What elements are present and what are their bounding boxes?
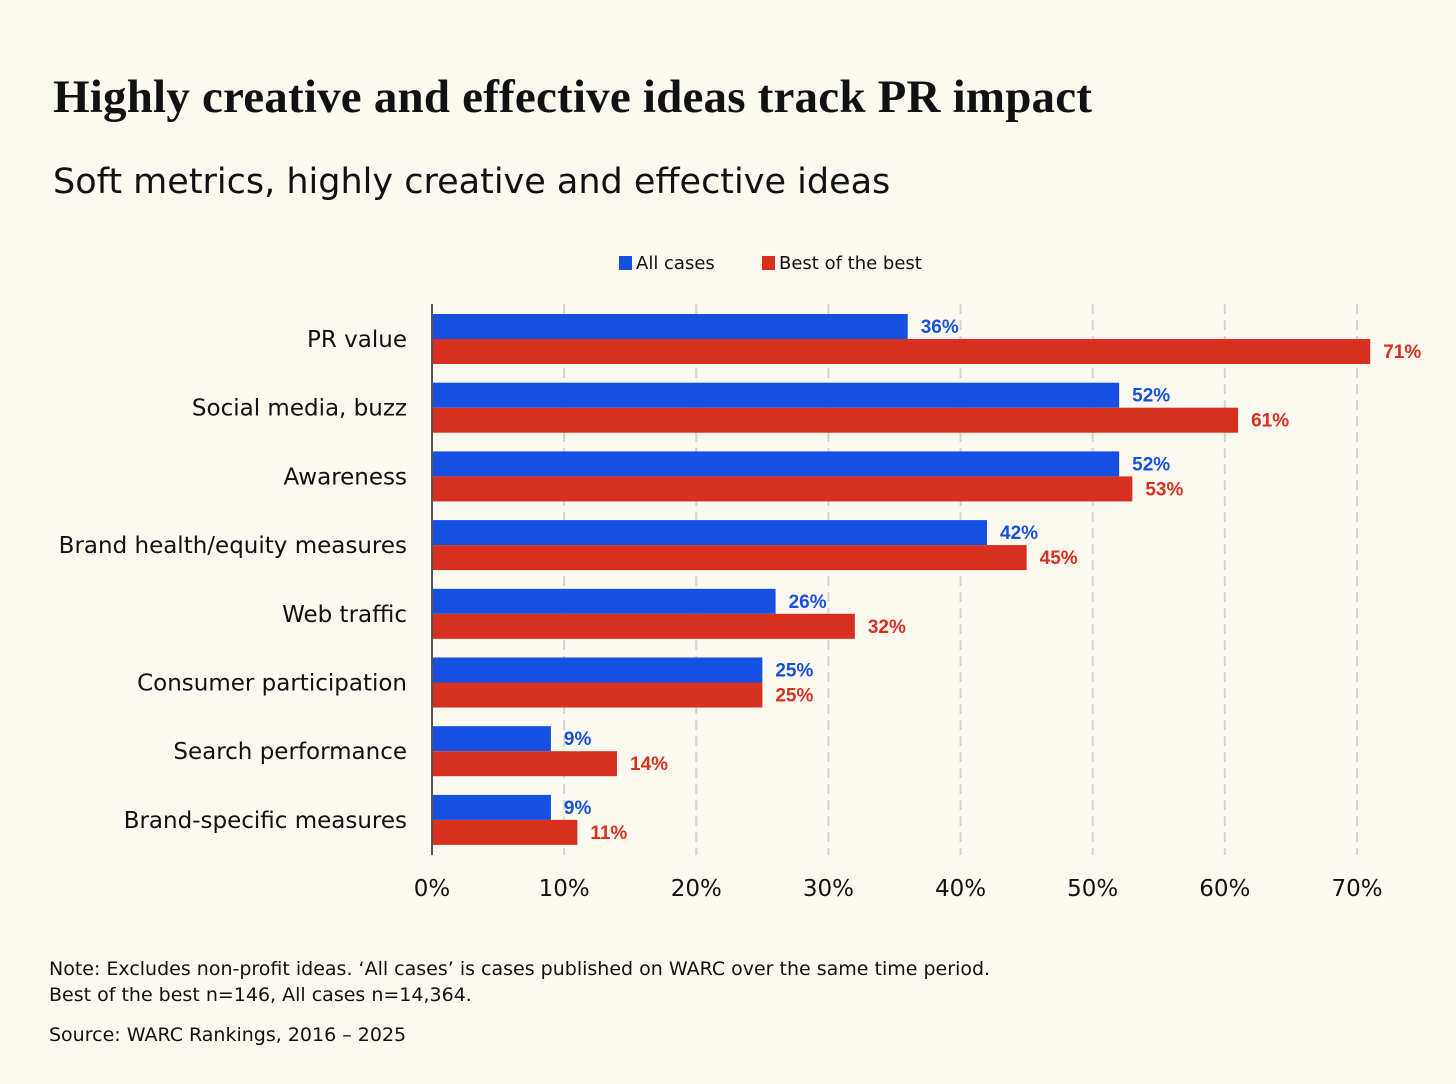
bar-best (432, 751, 617, 777)
x-tick-label: 30% (803, 876, 854, 902)
chart-title: Highly creative and effective ideas trac… (53, 71, 1093, 123)
data-label: 9% (564, 729, 592, 750)
category-label: Awareness (283, 464, 407, 490)
data-label: 53% (1145, 479, 1183, 500)
data-label: 32% (868, 617, 906, 638)
category-label: Brand health/equity measures (59, 533, 407, 559)
bar-best (432, 476, 1133, 502)
category-label: Search performance (173, 739, 407, 765)
note-line-1: Note: Excludes non-profit ideas. ‘All ca… (49, 958, 991, 980)
category-label: Social media, buzz (192, 396, 407, 422)
bar-all-cases (432, 520, 987, 546)
data-label: 11% (590, 823, 627, 844)
data-label: 52% (1132, 454, 1170, 475)
data-label: 14% (630, 754, 668, 775)
data-label: 71% (1383, 342, 1421, 363)
data-label: 25% (775, 661, 813, 682)
data-label: 26% (789, 592, 827, 613)
category-label: Web traffic (282, 602, 407, 628)
data-label: 9% (564, 798, 592, 819)
x-tick-label: 20% (671, 876, 722, 902)
category-label: Brand-specific measures (124, 808, 407, 834)
legend-label: Best of the best (779, 253, 922, 274)
source-note: Source: WARC Rankings, 2016 – 2025 (49, 1024, 407, 1046)
x-tick-label: 70% (1331, 876, 1382, 902)
note-line-2: Best of the best n=146, All cases n=14,3… (49, 984, 472, 1006)
bar-best (432, 545, 1027, 571)
chart-subtitle: Soft metrics, highly creative and effect… (53, 162, 891, 202)
legend-label: All cases (636, 253, 715, 274)
data-label: 36% (921, 317, 959, 338)
category-label: PR value (307, 327, 407, 353)
bar-all-cases (432, 657, 763, 683)
bar-all-cases (432, 382, 1120, 408)
x-tick-label: 60% (1199, 876, 1250, 902)
data-label: 52% (1132, 386, 1170, 407)
x-tick-label: 0% (414, 876, 451, 902)
legend-swatch-all-cases (619, 256, 632, 270)
data-label: 61% (1251, 411, 1289, 432)
x-tick-label: 50% (1067, 876, 1118, 902)
bar-all-cases (432, 588, 776, 614)
bar-best (432, 407, 1239, 433)
data-label: 25% (775, 686, 813, 707)
category-label: Consumer participation (137, 671, 407, 697)
bar-all-cases (432, 451, 1120, 477)
data-label: 42% (1000, 523, 1038, 544)
bar-best (432, 339, 1371, 364)
bar-all-cases (432, 726, 551, 752)
bar-best (432, 613, 855, 639)
bar-best (432, 819, 578, 845)
data-label: 45% (1040, 548, 1078, 569)
bar-best (432, 682, 763, 708)
x-tick-label: 40% (935, 876, 986, 902)
bar-all-cases (432, 314, 908, 339)
x-tick-label: 10% (539, 876, 590, 902)
bar-all-cases (432, 794, 551, 820)
legend-swatch-best (762, 256, 775, 270)
